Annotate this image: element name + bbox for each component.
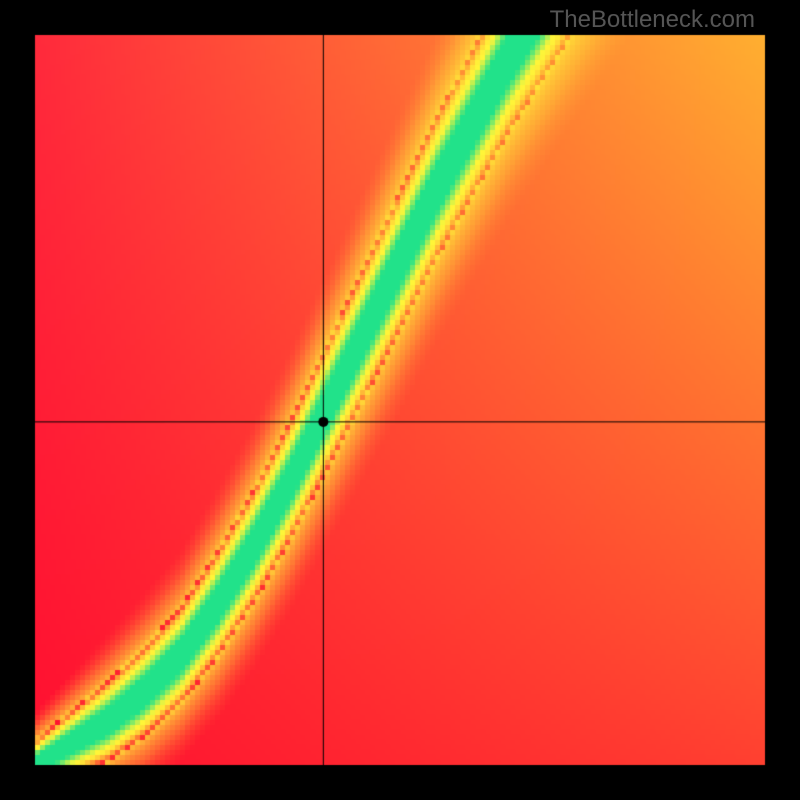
bottleneck-heatmap-canvas [0,0,800,800]
watermark-text: TheBottleneck.com [550,6,755,34]
chart-container: TheBottleneck.com [0,0,800,800]
